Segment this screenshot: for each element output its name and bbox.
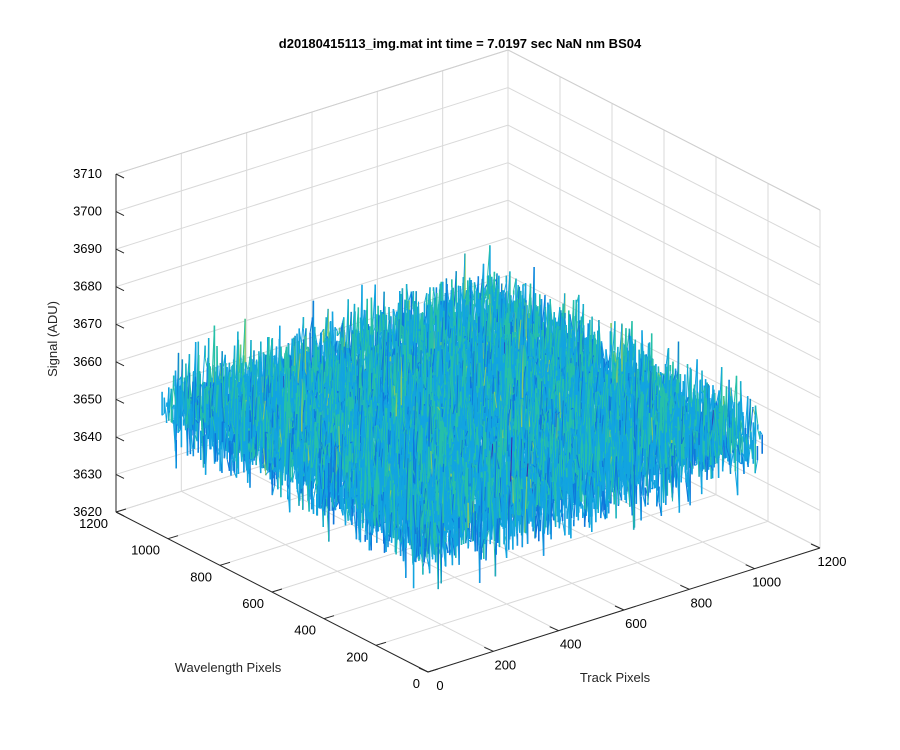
surface-edge — [392, 308, 397, 318]
grid-line — [115, 162, 509, 288]
surface-edge — [424, 293, 428, 304]
surface-edge — [178, 376, 182, 381]
surface-edge — [238, 364, 242, 375]
surface-edge — [185, 363, 189, 429]
surface-edge — [434, 292, 438, 326]
surface-edge — [513, 278, 517, 291]
surface-edge — [310, 300, 314, 376]
surface-edge — [474, 300, 478, 320]
surface-edge — [372, 284, 376, 325]
surface-edge — [177, 429, 181, 434]
surface-edge — [293, 337, 297, 377]
surface-edge — [173, 386, 177, 406]
surface-edge — [161, 413, 165, 416]
grid-line — [507, 237, 821, 399]
surface-edge — [194, 434, 198, 442]
surface-edge — [336, 332, 341, 337]
surface-edge — [453, 271, 457, 308]
surface-edge — [173, 409, 177, 469]
surface-data — [161, 245, 764, 590]
surface-edge — [202, 345, 206, 383]
surface-edge — [286, 344, 290, 369]
surface-edge — [423, 313, 427, 325]
surface-edge — [479, 278, 483, 300]
surface-edge — [362, 326, 367, 355]
grid-line — [115, 87, 509, 213]
surface-edge — [474, 282, 478, 292]
grid-line — [323, 494, 717, 620]
surface-edge — [204, 357, 208, 369]
surface-edge — [408, 291, 412, 301]
surface-edge — [183, 410, 187, 426]
surface-edge — [431, 297, 435, 330]
surface-edge — [463, 290, 468, 306]
surface-edge — [266, 336, 270, 370]
surface-edge — [298, 328, 302, 346]
grid-line — [115, 124, 509, 250]
surface-edge — [388, 306, 392, 334]
grid-line — [507, 274, 821, 436]
surface-edge — [186, 354, 190, 387]
grid-line — [507, 199, 821, 361]
surface-edge — [329, 332, 333, 360]
grid-line — [507, 124, 821, 286]
surface-edge — [320, 328, 325, 334]
surface-edge — [185, 407, 189, 424]
surface-edge — [440, 281, 444, 305]
surface-edge — [182, 391, 187, 431]
surface-edge — [163, 397, 168, 424]
grid-line — [507, 162, 821, 324]
surface-edge — [237, 344, 242, 379]
surface-edge — [271, 355, 275, 359]
grid-line — [375, 520, 769, 646]
surface-edge — [222, 354, 226, 369]
surface-edge — [168, 388, 172, 411]
grid-line — [507, 87, 821, 249]
surface-edge — [373, 324, 377, 333]
surface-edge — [485, 298, 489, 301]
surface-edge — [214, 365, 219, 394]
surface-edge — [487, 245, 491, 276]
grid-line — [115, 199, 509, 325]
surface-edge — [180, 387, 185, 420]
surface-edge — [176, 422, 180, 429]
surface-edge — [309, 317, 313, 333]
surface-edge — [245, 361, 249, 371]
box-edge — [115, 49, 509, 175]
surface-edge — [166, 402, 170, 413]
surface-edge — [188, 411, 192, 449]
grid-line — [115, 237, 509, 363]
surface-edge — [348, 311, 352, 350]
surface-edge — [334, 326, 338, 332]
surface-edge — [171, 404, 175, 410]
surface-edge — [211, 325, 215, 378]
box-edge — [507, 49, 821, 211]
